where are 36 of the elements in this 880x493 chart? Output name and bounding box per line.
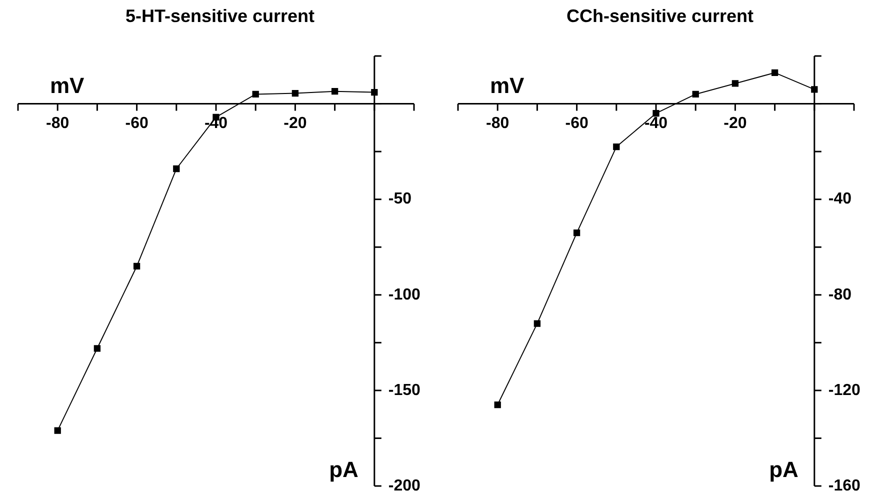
y-tick-label: -80 [828, 286, 852, 304]
point [173, 165, 180, 172]
y-tick-label: -50 [388, 190, 412, 208]
x-tick-label: -60 [125, 115, 148, 132]
point [534, 320, 541, 327]
x-tick-label: -80 [46, 115, 70, 132]
point [252, 90, 259, 98]
x-tick-label: -40 [644, 115, 668, 132]
x-tick-label: -80 [486, 115, 510, 132]
x-axis-title: mV [490, 72, 525, 98]
x-axis-title: mV [50, 72, 85, 98]
chart-title: CCh-sensitive current [565, 6, 755, 27]
chart-title: 5-HT-sensitive current [124, 6, 316, 27]
point [573, 229, 580, 236]
point [771, 69, 778, 76]
point [133, 262, 140, 270]
x-tick-label: -60 [565, 115, 588, 132]
point [692, 90, 699, 98]
point [94, 345, 101, 352]
y-tick-label: -100 [388, 286, 421, 304]
y-tick-label: -120 [828, 382, 861, 399]
point [652, 110, 660, 117]
x-tick-label: -20 [724, 115, 747, 132]
y-tick-label: -40 [828, 190, 852, 208]
y-axis-title: pA [769, 457, 799, 482]
point [613, 143, 620, 150]
point [732, 80, 739, 87]
point [331, 88, 338, 95]
x-tick-label: -20 [284, 115, 307, 132]
y-tick-label: -150 [388, 382, 421, 399]
point [494, 401, 501, 408]
point [292, 90, 299, 97]
y-axis-title: pA [329, 457, 359, 482]
y-tick-label: -160 [828, 477, 861, 493]
point [54, 427, 61, 434]
y-tick-label: -200 [388, 477, 421, 493]
